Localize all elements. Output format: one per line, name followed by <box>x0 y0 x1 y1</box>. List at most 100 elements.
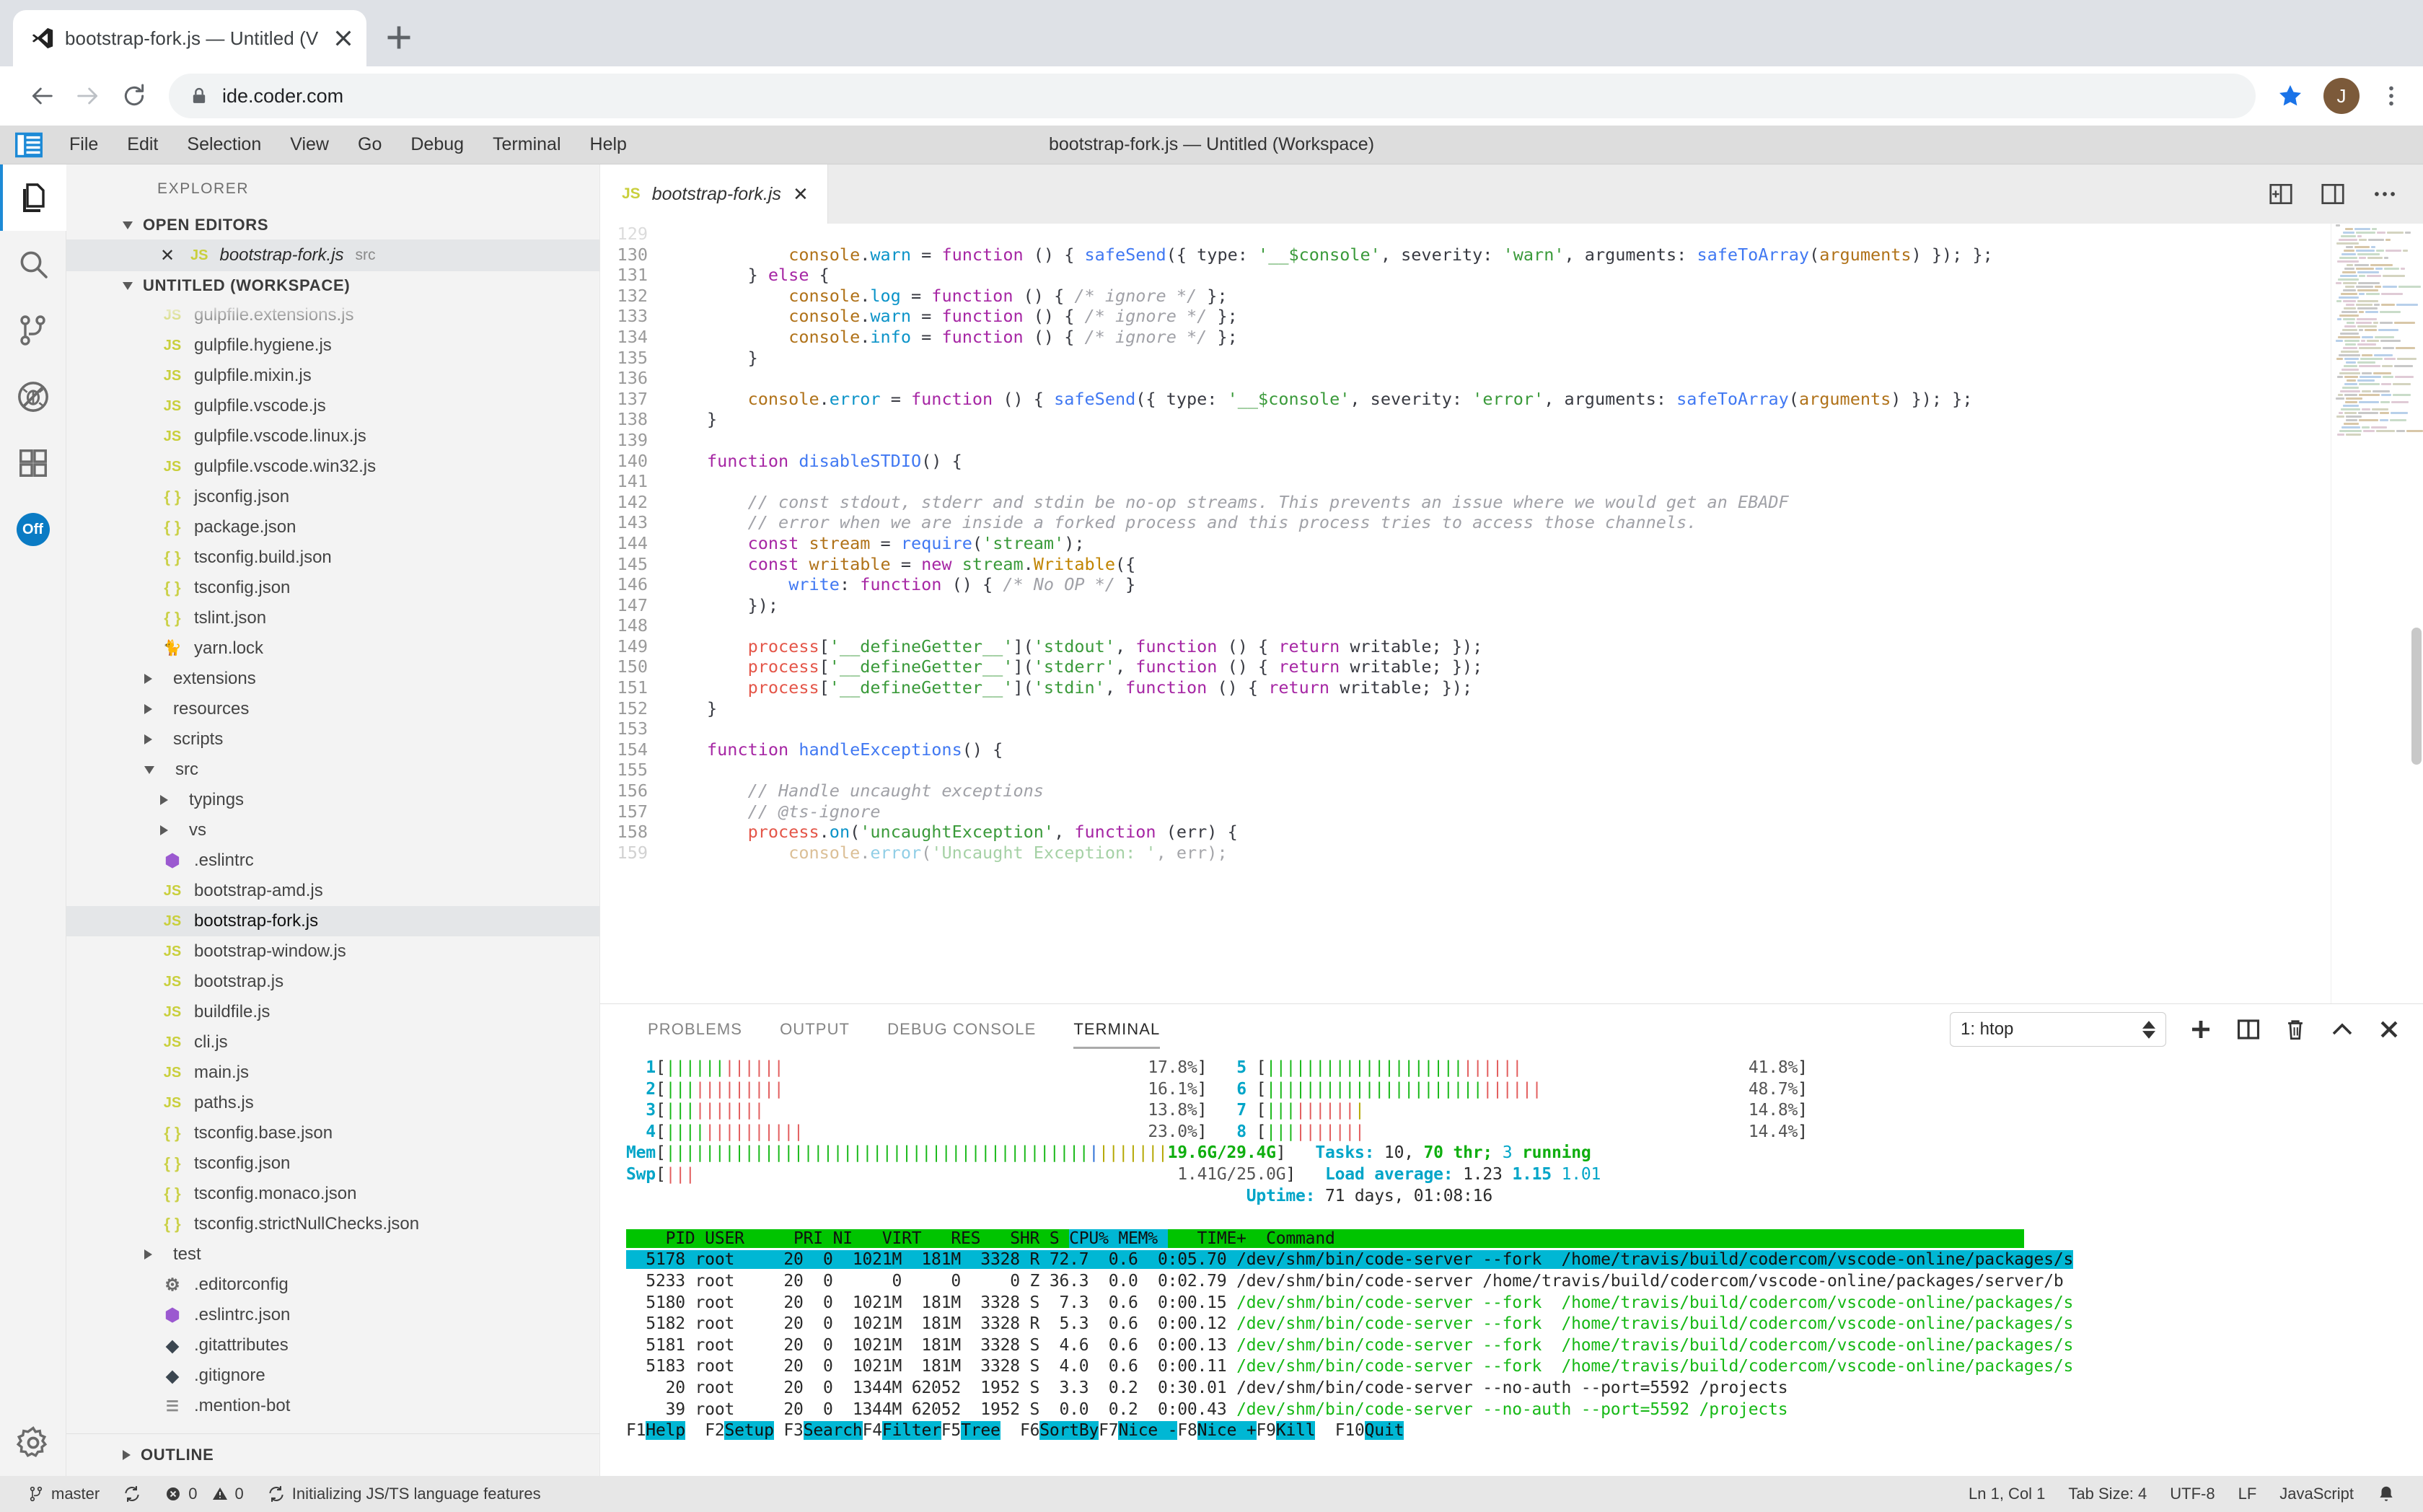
tree-item-gulpfile-hygiene-js[interactable]: JS gulpfile.hygiene.js <box>66 330 599 361</box>
terminal-body[interactable]: 1[|||||||||||| 17.8%] 5 [|||||||||||||||… <box>600 1055 2423 1476</box>
close-icon[interactable]: ✕ <box>792 183 809 205</box>
close-panel-icon[interactable] <box>2377 1017 2401 1042</box>
menu-item-edit[interactable]: Edit <box>127 134 159 154</box>
tree-item-gulpfile-vscode-js[interactable]: JS gulpfile.vscode.js <box>66 391 599 421</box>
tree-item-main-js[interactable]: JS main.js <box>66 1058 599 1088</box>
tree-item-tslint-json[interactable]: { } tslint.json <box>66 603 599 633</box>
tree-item-extensions[interactable]: extensions <box>66 664 599 694</box>
tree-item-tsconfig-strictnullchecks-json[interactable]: { } tsconfig.strictNullChecks.json <box>66 1209 599 1239</box>
minimap-segment <box>2357 325 2377 328</box>
outline-header[interactable]: OUTLINE <box>66 1433 599 1476</box>
status-tab-size[interactable]: Tab Size: 4 <box>2068 1485 2147 1503</box>
maximize-panel-icon[interactable] <box>2329 1016 2355 1042</box>
tree-item-gulpfile-extensions-js[interactable]: JS gulpfile.extensions.js <box>66 300 599 330</box>
menu-item-selection[interactable]: Selection <box>187 134 262 154</box>
tree-item-gitignore[interactable]: ◆ .gitignore <box>66 1361 599 1391</box>
status-eol[interactable]: LF <box>2238 1485 2257 1503</box>
tree-item-mention-bot[interactable]: ☰ .mention-bot <box>66 1391 599 1421</box>
kebab-menu-icon[interactable] <box>2378 83 2404 109</box>
tree-item-resources[interactable]: resources <box>66 694 599 724</box>
menu-item-help[interactable]: Help <box>589 134 627 154</box>
sidebar-item-extensions[interactable] <box>0 430 66 496</box>
status-language[interactable]: JavaScript <box>2279 1485 2354 1503</box>
file-tree[interactable]: JS gulpfile.extensions.js JS gulpfile.hygie… <box>66 300 599 1433</box>
add-terminal-icon[interactable] <box>2188 1016 2214 1042</box>
tab-output[interactable]: OUTPUT <box>780 1020 850 1038</box>
more-actions-icon[interactable] <box>2371 180 2398 208</box>
close-icon[interactable]: ✕ <box>160 245 175 265</box>
sidebar-item-search[interactable] <box>0 231 66 297</box>
tree-item-bootstrap-js[interactable]: JS bootstrap.js <box>66 967 599 997</box>
tree-item-package-json[interactable]: { } package.json <box>66 512 599 542</box>
tab-problems[interactable]: PROBLEMS <box>648 1020 743 1038</box>
tree-item-tsconfig-json[interactable]: { } tsconfig.json <box>66 573 599 603</box>
minimap-segment <box>2387 232 2404 234</box>
terminal-selector[interactable]: 1: htop <box>1950 1012 2166 1047</box>
sidebar-item-debug[interactable] <box>0 364 66 430</box>
tree-item-tsconfig-monaco-json[interactable]: { } tsconfig.monaco.json <box>66 1179 599 1209</box>
tab-bootstrap-fork-js[interactable]: JS bootstrap-fork.js ✕ <box>600 164 828 224</box>
tree-item-tsconfig-json[interactable]: { } tsconfig.json <box>66 1148 599 1179</box>
split-terminal-icon[interactable] <box>2235 1016 2261 1042</box>
sidebar-item-liveshare[interactable]: Off <box>0 496 66 563</box>
tree-item-bootstrap-amd-js[interactable]: JS bootstrap-amd.js <box>66 876 599 906</box>
tree-item-gulpfile-vscode-win32-js[interactable]: JS gulpfile.vscode.win32.js <box>66 452 599 482</box>
menu-item-terminal[interactable]: Terminal <box>493 134 561 154</box>
code-scroll-area[interactable]: 129 130 console.warn = function () { safe… <box>600 224 2331 1003</box>
browser-tab[interactable]: bootstrap-fork.js — Untitled (V <box>13 10 366 66</box>
status-sync[interactable] <box>111 1476 153 1512</box>
forward-button[interactable] <box>65 73 111 119</box>
tree-item-typings[interactable]: typings <box>66 785 599 815</box>
tree-item-bootstrap-fork-js[interactable]: JS bootstrap-fork.js <box>66 906 599 936</box>
close-icon[interactable] <box>332 27 355 50</box>
tree-item-jsconfig-json[interactable]: { } jsconfig.json <box>66 482 599 512</box>
tree-item-test[interactable]: test <box>66 1239 599 1270</box>
tree-item-yarn-lock[interactable]: 🐈 yarn.lock <box>66 633 599 664</box>
status-cursor-position[interactable]: Ln 1, Col 1 <box>1969 1485 2046 1503</box>
sidebar-item-explorer[interactable] <box>0 164 66 231</box>
tree-item-eslintrc[interactable]: ⬢ .eslintrc <box>66 845 599 876</box>
tree-item-buildfile-js[interactable]: JS buildfile.js <box>66 997 599 1027</box>
tree-item-paths-js[interactable]: JS paths.js <box>66 1088 599 1118</box>
status-branch[interactable]: master <box>16 1476 111 1512</box>
menu-item-file[interactable]: File <box>69 134 99 154</box>
workspace-header[interactable]: UNTITLED (WORKSPACE) <box>66 271 599 300</box>
tree-item-scripts[interactable]: scripts <box>66 724 599 755</box>
back-button[interactable] <box>19 73 65 119</box>
sidebar-item-source-control[interactable] <box>0 297 66 364</box>
address-bar[interactable]: ide.coder.com <box>169 74 2256 118</box>
tree-item-cli-js[interactable]: JS cli.js <box>66 1027 599 1058</box>
tree-item-eslintrc-json[interactable]: ⬢ .eslintrc.json <box>66 1300 599 1330</box>
tree-item-tsconfig-build-json[interactable]: { } tsconfig.build.json <box>66 542 599 573</box>
status-notifications[interactable] <box>2365 1476 2407 1512</box>
tree-item-src[interactable]: src <box>66 755 599 785</box>
code-editor[interactable]: 129 130 console.warn = function () { safe… <box>600 224 2423 1003</box>
tree-item-editorconfig[interactable]: ⚙ .editorconfig <box>66 1270 599 1300</box>
menu-item-debug[interactable]: Debug <box>410 134 465 154</box>
kill-terminal-icon[interactable] <box>2283 1016 2308 1042</box>
status-encoding[interactable]: UTF-8 <box>2170 1485 2215 1503</box>
status-task[interactable]: Initializing JS/TS language features <box>255 1476 553 1512</box>
open-editor-row[interactable]: ✕ JS bootstrap-fork.js src <box>66 239 599 271</box>
avatar[interactable]: J <box>2323 78 2360 114</box>
tree-item-tsconfig-base-json[interactable]: { } tsconfig.base.json <box>66 1118 599 1148</box>
split-editor-icon[interactable] <box>2267 180 2295 208</box>
menu-item-go[interactable]: Go <box>358 134 382 154</box>
reload-button[interactable] <box>111 73 157 119</box>
tree-item-bootstrap-window-js[interactable]: JS bootstrap-window.js <box>66 936 599 967</box>
menu-item-view[interactable]: View <box>290 134 329 154</box>
plus-icon[interactable] <box>377 15 421 60</box>
tab-terminal[interactable]: TERMINAL <box>1055 1004 1179 1055</box>
open-editors-header[interactable]: OPEN EDITORS <box>66 211 599 239</box>
tree-item-gulpfile-vscode-linux-js[interactable]: JS gulpfile.vscode.linux.js <box>66 421 599 452</box>
minimap[interactable] <box>2331 224 2423 1003</box>
tree-item-vs[interactable]: vs <box>66 815 599 845</box>
star-icon[interactable] <box>2276 82 2305 110</box>
status-problems[interactable]: 0 0 <box>153 1476 255 1512</box>
tree-item-gulpfile-mixin-js[interactable]: JS gulpfile.mixin.js <box>66 361 599 391</box>
tab-debug-console[interactable]: DEBUG CONSOLE <box>887 1020 1037 1038</box>
sidebar-item-settings[interactable] <box>0 1410 66 1476</box>
tree-item-gitattributes[interactable]: ◆ .gitattributes <box>66 1330 599 1361</box>
editor-scrollbar-thumb[interactable] <box>2411 628 2422 765</box>
layout-icon[interactable] <box>2319 180 2347 208</box>
